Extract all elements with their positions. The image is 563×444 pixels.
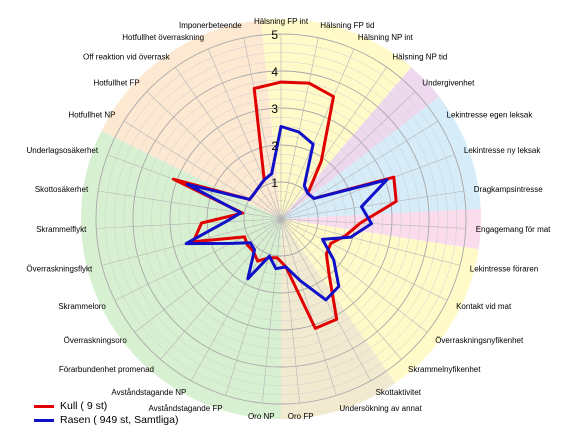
axis-label: Hotfullhet överraskning <box>122 33 204 42</box>
r-tick-label: 3 <box>271 102 278 116</box>
spoke <box>160 218 282 360</box>
axis-label: Hotfullhet FP <box>93 79 139 88</box>
spoke <box>134 218 282 333</box>
axis-label: Off reaktion vid överrask <box>83 53 171 62</box>
legend-swatch-kull <box>34 404 54 408</box>
axis-label: Oro NP <box>248 412 275 421</box>
spoke <box>280 154 455 220</box>
axis-label: Överraskningsflykt <box>26 265 93 274</box>
axis-label: Skrammelflykt <box>36 225 87 234</box>
spoke <box>280 190 464 220</box>
axis-label: Oro FP <box>288 412 314 421</box>
spoke <box>146 91 282 220</box>
r-tick-label: 5 <box>271 28 278 42</box>
axis-label: Undersökning av annat <box>339 404 422 413</box>
spoke <box>280 66 387 220</box>
axis-label: Engagemang för mat <box>476 225 551 234</box>
legend-label-rasen: Rasen ( 949 st, Samtliga) <box>60 414 179 426</box>
spoke <box>280 120 439 220</box>
spoke <box>190 218 282 381</box>
spoke <box>175 66 282 220</box>
spoke <box>96 218 282 229</box>
axis-label: Överraskningsnyfikenhet <box>435 336 524 345</box>
axis-label: Avståndstagande FP <box>148 404 222 413</box>
legend-item-rasen: Rasen ( 949 st, Samtliga) <box>34 413 178 427</box>
spoke <box>280 218 428 333</box>
axis-label: Lekintresse föraren <box>470 265 538 274</box>
sector-7 <box>101 20 282 219</box>
axis-label: Hälsning FP tid <box>320 21 374 30</box>
axis-label: Skrammeloro <box>58 302 106 311</box>
spoke <box>261 218 282 404</box>
spoke <box>280 218 337 396</box>
sector-6 <box>80 130 282 419</box>
spoke <box>280 218 448 301</box>
spoke <box>280 218 301 404</box>
axis-labels: Hälsning FP int Hälsning FP tid Hälsning N… <box>26 17 551 421</box>
sector-3 <box>281 208 482 250</box>
spoke <box>280 218 466 229</box>
sector-4 <box>281 219 479 384</box>
legend-item-kull: Kull ( 9 st) <box>34 399 178 413</box>
axis-label: Hälsning NP int <box>358 33 414 42</box>
spoke <box>225 218 282 396</box>
spoke <box>280 48 355 220</box>
spoke <box>114 218 282 301</box>
axis-label: Skottosäkerhet <box>35 185 89 194</box>
axis-label: Förarbundenhet promenad <box>59 365 154 374</box>
spoke <box>243 37 282 220</box>
axis-label: Imponerbeteende <box>179 21 242 30</box>
spoke <box>207 48 282 220</box>
spoke <box>280 37 319 220</box>
r-tick-label: 4 <box>271 65 278 79</box>
axis-label: Hälsning NP tid <box>392 53 447 62</box>
sector-0 <box>260 19 412 220</box>
axis-label: Hälsning FP int <box>254 17 309 26</box>
axis-label: Avståndstagande NP <box>111 388 186 397</box>
r-tick-label: 2 <box>271 139 278 153</box>
spoke <box>280 91 416 220</box>
series-layer <box>171 80 398 330</box>
axis-label: Underlagsosäkerhet <box>26 146 98 155</box>
spoke <box>280 218 461 266</box>
axis-label: Skrammelnyfikenhet <box>408 365 481 374</box>
spoke <box>123 120 282 220</box>
axis-label: Hotfullhet NP <box>68 110 115 119</box>
axis-label: Dragkampsintresse <box>474 185 543 194</box>
spoke <box>98 190 282 220</box>
radial-tick-labels: 1 2 3 4 5 <box>271 28 278 190</box>
legend-swatch-rasen <box>34 418 54 422</box>
axis-label: Lekintresse ny leksak <box>464 146 541 155</box>
axis-label: Undergivenhet <box>422 79 475 88</box>
r-tick-label: 1 <box>271 176 278 190</box>
axis-label: Lekintresse egen leksak <box>447 110 534 119</box>
legend: Kull ( 9 st) Rasen ( 949 st, Samtliga) <box>34 399 178 427</box>
legend-label-kull: Kull ( 9 st) <box>60 400 108 412</box>
axis-label: Överraskningsoro <box>64 336 128 345</box>
axis-label: Kontakt vid mat <box>456 302 512 311</box>
spoke <box>280 218 402 360</box>
series-line-1 <box>184 125 389 302</box>
axis-label: Skottaktivitet <box>376 388 422 397</box>
